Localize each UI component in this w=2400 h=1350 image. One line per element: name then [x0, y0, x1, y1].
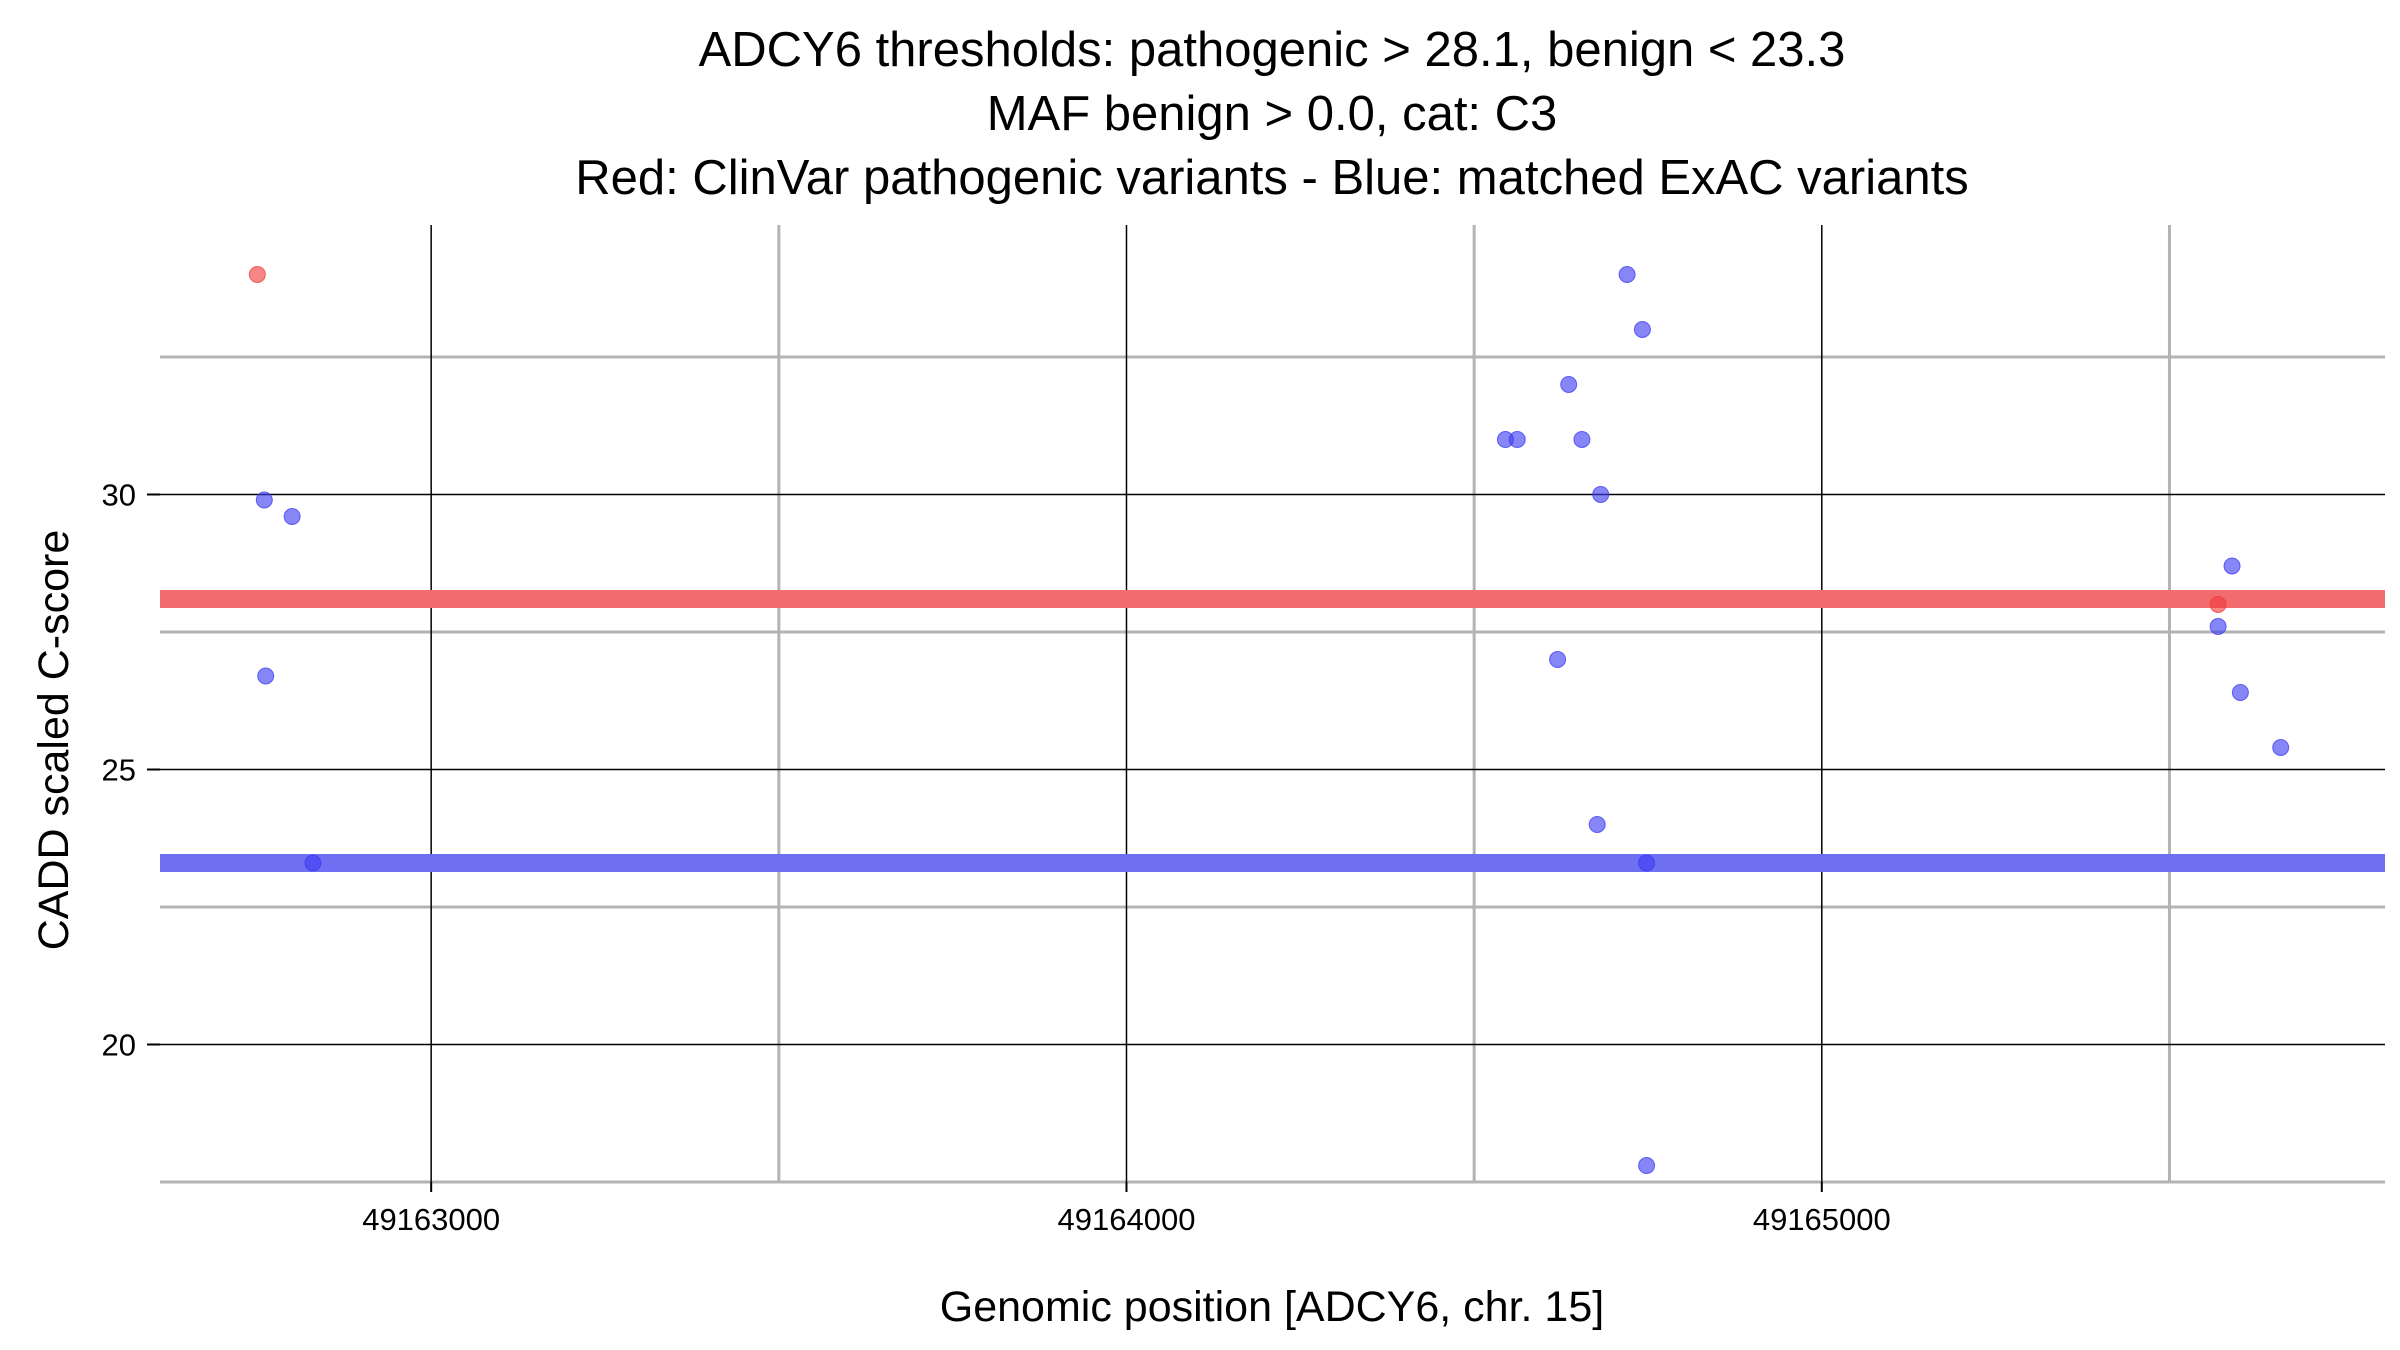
chart-title: ADCY6 thresholds: pathogenic > 28.1, ben… — [575, 23, 1969, 205]
data-point — [1549, 651, 1567, 668]
data-point — [1638, 1157, 1656, 1174]
data-point — [2209, 596, 2227, 613]
data-point — [1508, 431, 1526, 448]
data-point — [257, 667, 275, 685]
y-tick-label: 30 — [102, 478, 136, 513]
data-point — [1633, 321, 1651, 338]
y-axis-title: CADD scaled C-score — [30, 530, 78, 951]
x-tick-label: 49165000 — [1753, 1202, 1891, 1237]
data-point — [248, 266, 266, 283]
data-point — [2223, 557, 2241, 575]
data-point — [1592, 486, 1610, 503]
title-line-2: MAF benign > 0.0, cat: C3 — [987, 87, 1558, 141]
data-point — [283, 508, 301, 525]
threshold-layer — [160, 590, 2385, 872]
data-point — [1638, 854, 1656, 872]
grid-layer — [160, 225, 2385, 1184]
x-axis-title: Genomic position [ADCY6, chr. 15] — [940, 1283, 1604, 1331]
data-point — [2272, 739, 2290, 756]
tick-layer: 49163000 49164000 49165000 20 25 30 — [102, 478, 1891, 1238]
data-point — [1588, 816, 1606, 833]
x-tick-label: 49163000 — [362, 1202, 500, 1237]
data-point — [2209, 618, 2227, 635]
title-line-1: ADCY6 thresholds: pathogenic > 28.1, ben… — [699, 23, 1846, 77]
y-tick-label: 20 — [102, 1028, 136, 1063]
data-point — [1573, 431, 1591, 448]
data-point — [2231, 684, 2249, 701]
title-line-3: Red: ClinVar pathogenic variants - Blue:… — [575, 151, 1969, 205]
data-point — [255, 491, 273, 509]
y-tick-label: 25 — [102, 753, 136, 788]
data-point — [1618, 266, 1636, 283]
data-point — [304, 854, 322, 872]
point-layer — [248, 266, 2290, 1174]
data-point — [1560, 376, 1578, 393]
x-tick-label: 49164000 — [1058, 1202, 1196, 1237]
